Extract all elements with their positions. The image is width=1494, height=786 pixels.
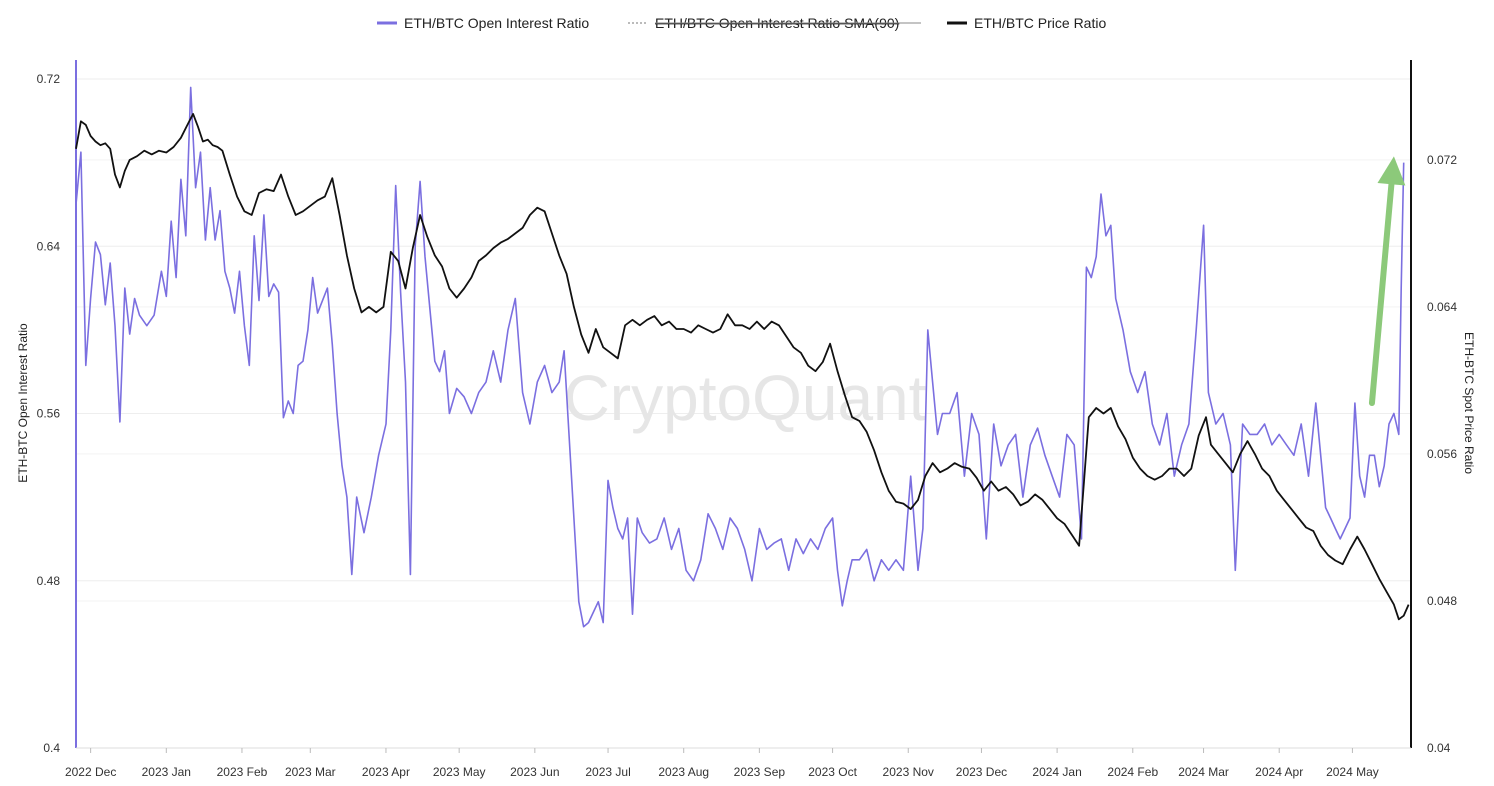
x-tick-label: 2023 Feb xyxy=(217,765,268,779)
x-tick-label: 2023 Nov xyxy=(883,765,934,779)
x-tick-label: 2024 Apr xyxy=(1255,765,1303,779)
y-left-tick-label: 0.48 xyxy=(37,574,61,588)
x-tick-label: 2023 May xyxy=(433,765,486,779)
annotation-arrow-shaft xyxy=(1368,181,1395,407)
annotation-arrow-head xyxy=(1377,156,1406,186)
y-left-tick-label: 0.72 xyxy=(37,72,61,86)
x-tick-label: 2024 Feb xyxy=(1107,765,1158,779)
x-tick-label: 2024 Mar xyxy=(1178,765,1229,779)
y-right-tick-label: 0.056 xyxy=(1427,447,1457,461)
x-tick-label: 2023 Jan xyxy=(142,765,191,779)
legend-label-2: ETH/BTC Price Ratio xyxy=(974,15,1106,31)
series-layer xyxy=(75,86,1410,628)
x-tick-label: 2023 Apr xyxy=(362,765,410,779)
y-right-axis-title: ETH-BTC Spot Price Ratio xyxy=(1462,332,1476,474)
x-tick-label: 2023 Sep xyxy=(734,765,786,779)
x-tick-label: 2024 Jan xyxy=(1032,765,1081,779)
legend: ETH/BTC Open Interest Ratio ETH/BTC Open … xyxy=(377,15,1106,31)
y-right-tick-label: 0.064 xyxy=(1427,300,1457,314)
y-right-tick-label: 0.04 xyxy=(1427,741,1451,755)
x-tick-label: 2023 Mar xyxy=(285,765,336,779)
annotation-layer xyxy=(1368,156,1406,407)
series-line-price-ratio xyxy=(75,113,1410,621)
y-left-axis-title: ETH-BTC Open Interest Ratio xyxy=(16,323,30,483)
y-right-tick-label: 0.072 xyxy=(1427,153,1457,167)
watermark: CryptoQuant xyxy=(564,362,927,434)
x-tick-label: 2022 Dec xyxy=(65,765,116,779)
y-left-tick-label: 0.56 xyxy=(37,407,61,421)
y-left-tick-label: 0.4 xyxy=(43,741,60,755)
x-tick-label: 2024 May xyxy=(1326,765,1379,779)
x-tick-label: 2023 Oct xyxy=(808,765,857,779)
legend-label-0: ETH/BTC Open Interest Ratio xyxy=(404,15,589,31)
y-left-tick-label: 0.64 xyxy=(37,239,61,253)
series-line-open-interest-ratio xyxy=(75,86,1405,628)
axes-layer: 0.72 0.64 0.56 0.48 0.4 0.072 0.064 0.056 0.048 0… xyxy=(37,60,1457,779)
x-tick-label: 2023 Aug xyxy=(658,765,709,779)
y-right-tick-label: 0.048 xyxy=(1427,594,1457,608)
x-tick-label: 2023 Dec xyxy=(956,765,1007,779)
x-tick-label: 2023 Jul xyxy=(585,765,630,779)
x-tick-label: 2023 Jun xyxy=(510,765,559,779)
